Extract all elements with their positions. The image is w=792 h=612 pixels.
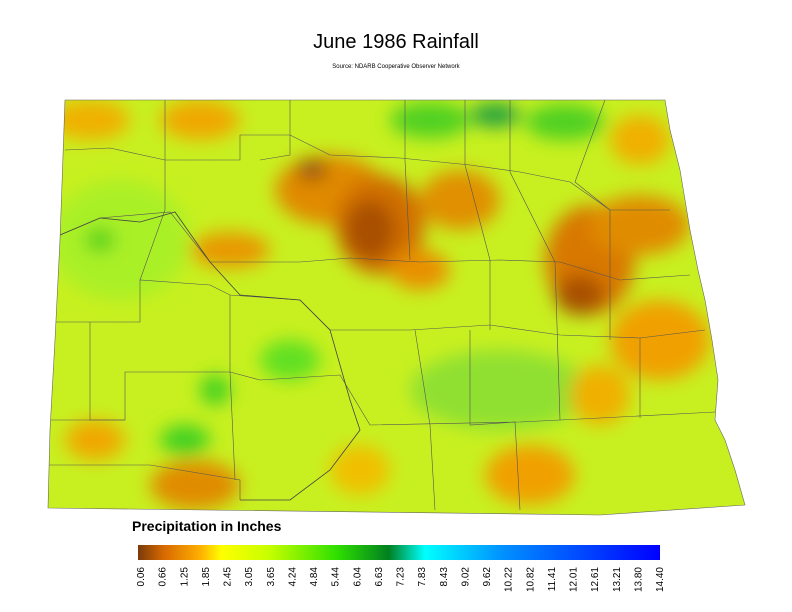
map-source: Source: NDARB Cooperative Observer Netwo… xyxy=(332,64,460,70)
legend-tick-label: 9.02 xyxy=(460,567,471,587)
legend-tick-label: 8.43 xyxy=(439,567,450,587)
state-outline xyxy=(47,99,746,516)
legend-tick-label: 6.63 xyxy=(374,567,385,587)
legend-tick-label: 12.01 xyxy=(569,567,580,592)
legend-title: Precipitation in Inches xyxy=(132,518,282,534)
map-title: June 1986 Rainfall xyxy=(313,31,479,53)
legend-tick-label: 7.23 xyxy=(396,567,407,587)
legend-tick-label: 13.21 xyxy=(612,567,623,592)
legend-tick-label: 3.05 xyxy=(244,567,255,587)
legend-tick-label: 12.61 xyxy=(590,567,601,592)
legend-tick-label: 7.83 xyxy=(417,567,428,587)
precipitation-map xyxy=(48,100,745,515)
legend-tick-label: 4.84 xyxy=(309,567,320,587)
legend-tick-label: 10.22 xyxy=(504,567,515,592)
legend-tick-label: 6.04 xyxy=(352,567,363,587)
legend-tick-label: 1.85 xyxy=(201,567,212,587)
legend-color-bar xyxy=(138,545,660,560)
legend-tick-label: 0.66 xyxy=(158,567,169,587)
legend-tick-label: 13.80 xyxy=(633,567,644,592)
legend-tick-label: 3.65 xyxy=(266,567,277,587)
legend-tick-label: 4.24 xyxy=(287,567,298,587)
legend-tick-label: 10.82 xyxy=(525,567,536,592)
legend-tick-label: 5.44 xyxy=(331,567,342,587)
legend-tick-label: 11.41 xyxy=(547,567,558,592)
legend-ticks: 0.06 0.66 1.25 1.85 2.45 3.05 3.65 4.24 4.84 5.44… xyxy=(136,567,666,592)
legend-tick-label: 9.62 xyxy=(482,567,493,587)
legend-tick-label: 14.40 xyxy=(655,567,666,592)
legend-tick-label: 1.25 xyxy=(179,567,190,587)
legend-tick-label: 2.45 xyxy=(223,567,234,587)
legend-tick-label: 0.06 xyxy=(136,567,147,587)
